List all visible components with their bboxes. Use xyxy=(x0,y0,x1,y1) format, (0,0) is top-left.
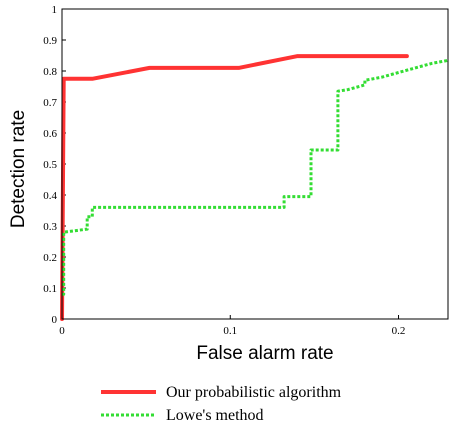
plot-frame xyxy=(61,8,449,320)
y-tick-label: 0.2 xyxy=(43,252,57,264)
y-tick-label: 1 xyxy=(52,4,58,16)
series-line-lowes-method xyxy=(62,58,449,296)
x-tick-label: 0.2 xyxy=(392,325,406,337)
series-line-our-probabilistic-algorithm xyxy=(60,54,409,321)
labels-layer: 0 0.1 0.2 0.3 0.4 0.5 0.6 0.7 0.8 0.9 1 0 0.1 0.2 xyxy=(43,4,405,337)
y-tick-label: 0.1 xyxy=(43,283,57,295)
x-axis-title: False alarm rate xyxy=(196,343,333,364)
x-tick-label: 0 xyxy=(59,325,65,337)
y-tick-label: 0.5 xyxy=(43,159,57,171)
y-tick-label: 0 xyxy=(52,314,58,326)
y-tick-label: 0.9 xyxy=(43,35,57,47)
y-tick-label: 0.4 xyxy=(43,190,57,202)
y-axis-title: Detection rate xyxy=(8,110,29,228)
y-tick-label: 0.7 xyxy=(43,97,57,109)
legend-label-our-probabilistic-algorithm: Our probabilistic algorithm xyxy=(166,384,342,401)
series-layer xyxy=(60,54,449,321)
legend-label-lowes-method: Lowe's method xyxy=(166,407,264,424)
y-tick-label: 0.3 xyxy=(43,221,57,233)
x-tick-label: 0.1 xyxy=(223,325,237,337)
legend: Our probabilistic algorithm Lowe's metho… xyxy=(101,384,342,424)
y-tick-label: 0.8 xyxy=(43,66,57,78)
y-tick-label: 0.6 xyxy=(43,128,57,140)
